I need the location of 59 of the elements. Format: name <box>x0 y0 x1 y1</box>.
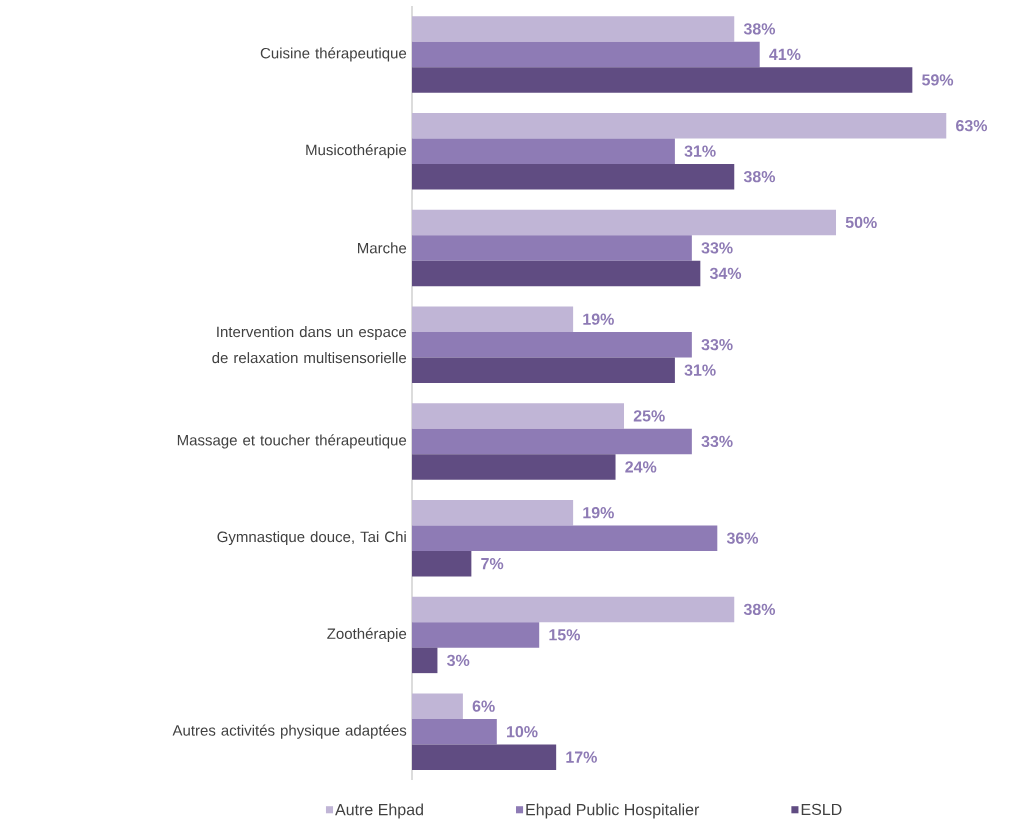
data-label: 24% <box>625 461 657 473</box>
bar <box>412 550 472 577</box>
data-label: 34% <box>709 267 742 280</box>
data-label: 38% <box>743 603 776 616</box>
bar <box>412 403 625 429</box>
bar <box>412 209 837 236</box>
bar <box>412 596 735 623</box>
bar <box>412 138 675 164</box>
legend-label: ESLD <box>801 803 842 816</box>
bar <box>412 454 616 480</box>
bar <box>412 331 692 358</box>
data-label: 3% <box>447 654 470 667</box>
bar <box>412 357 675 383</box>
data-label: 31% <box>684 145 716 157</box>
data-label: 33% <box>701 242 733 254</box>
data-label: 25% <box>633 410 665 422</box>
bar <box>412 67 913 93</box>
data-label: 59% <box>922 74 954 86</box>
data-label: 38% <box>743 23 776 35</box>
y-tick-label: Gymnastique douce, Tai Chi <box>217 531 406 546</box>
data-label: 36% <box>726 532 759 544</box>
bar <box>412 718 497 745</box>
y-tick-label: Massage et toucher thérapeutique <box>177 434 407 449</box>
data-label: 6% <box>472 700 495 712</box>
data-label: 7% <box>481 558 504 570</box>
data-label: 31% <box>684 364 716 376</box>
bar <box>412 744 557 770</box>
bar <box>412 306 574 332</box>
y-tick-label: Intervention dans un espace de relaxation multisensorielle <box>212 326 407 364</box>
data-label: 10% <box>507 725 538 738</box>
data-label: 19% <box>583 313 614 325</box>
data-label: 38% <box>743 170 776 183</box>
data-label: 33% <box>701 338 733 351</box>
y-tick-label: Zoothérapie <box>327 627 407 642</box>
bar <box>412 622 540 648</box>
y-tick-label: Autres activités physique adaptées <box>172 724 407 739</box>
legend-label: Autre Ehpad <box>335 803 423 819</box>
data-label: 19% <box>583 506 614 519</box>
data-label: 41% <box>769 48 801 61</box>
bar <box>412 163 735 190</box>
bar <box>412 693 463 719</box>
bar <box>412 235 692 261</box>
y-tick-label: Marche <box>358 242 407 254</box>
bar <box>412 428 692 455</box>
bar <box>412 525 718 551</box>
data-label: 63% <box>956 119 988 132</box>
bar <box>412 112 947 139</box>
bar <box>412 260 701 287</box>
legend-label: Ehpad Public Hospitalier <box>526 803 700 819</box>
bar <box>412 499 574 526</box>
data-label: 50% <box>845 216 877 229</box>
bar <box>412 41 760 68</box>
data-label: 17% <box>566 751 597 763</box>
y-tick-label: Musicothérapie <box>306 144 407 159</box>
bar <box>412 647 438 674</box>
bar <box>412 16 735 42</box>
data-label: 33% <box>701 435 733 448</box>
y-tick-label: Cuisine thérapeutique <box>260 47 407 62</box>
data-label: 15% <box>549 629 581 641</box>
